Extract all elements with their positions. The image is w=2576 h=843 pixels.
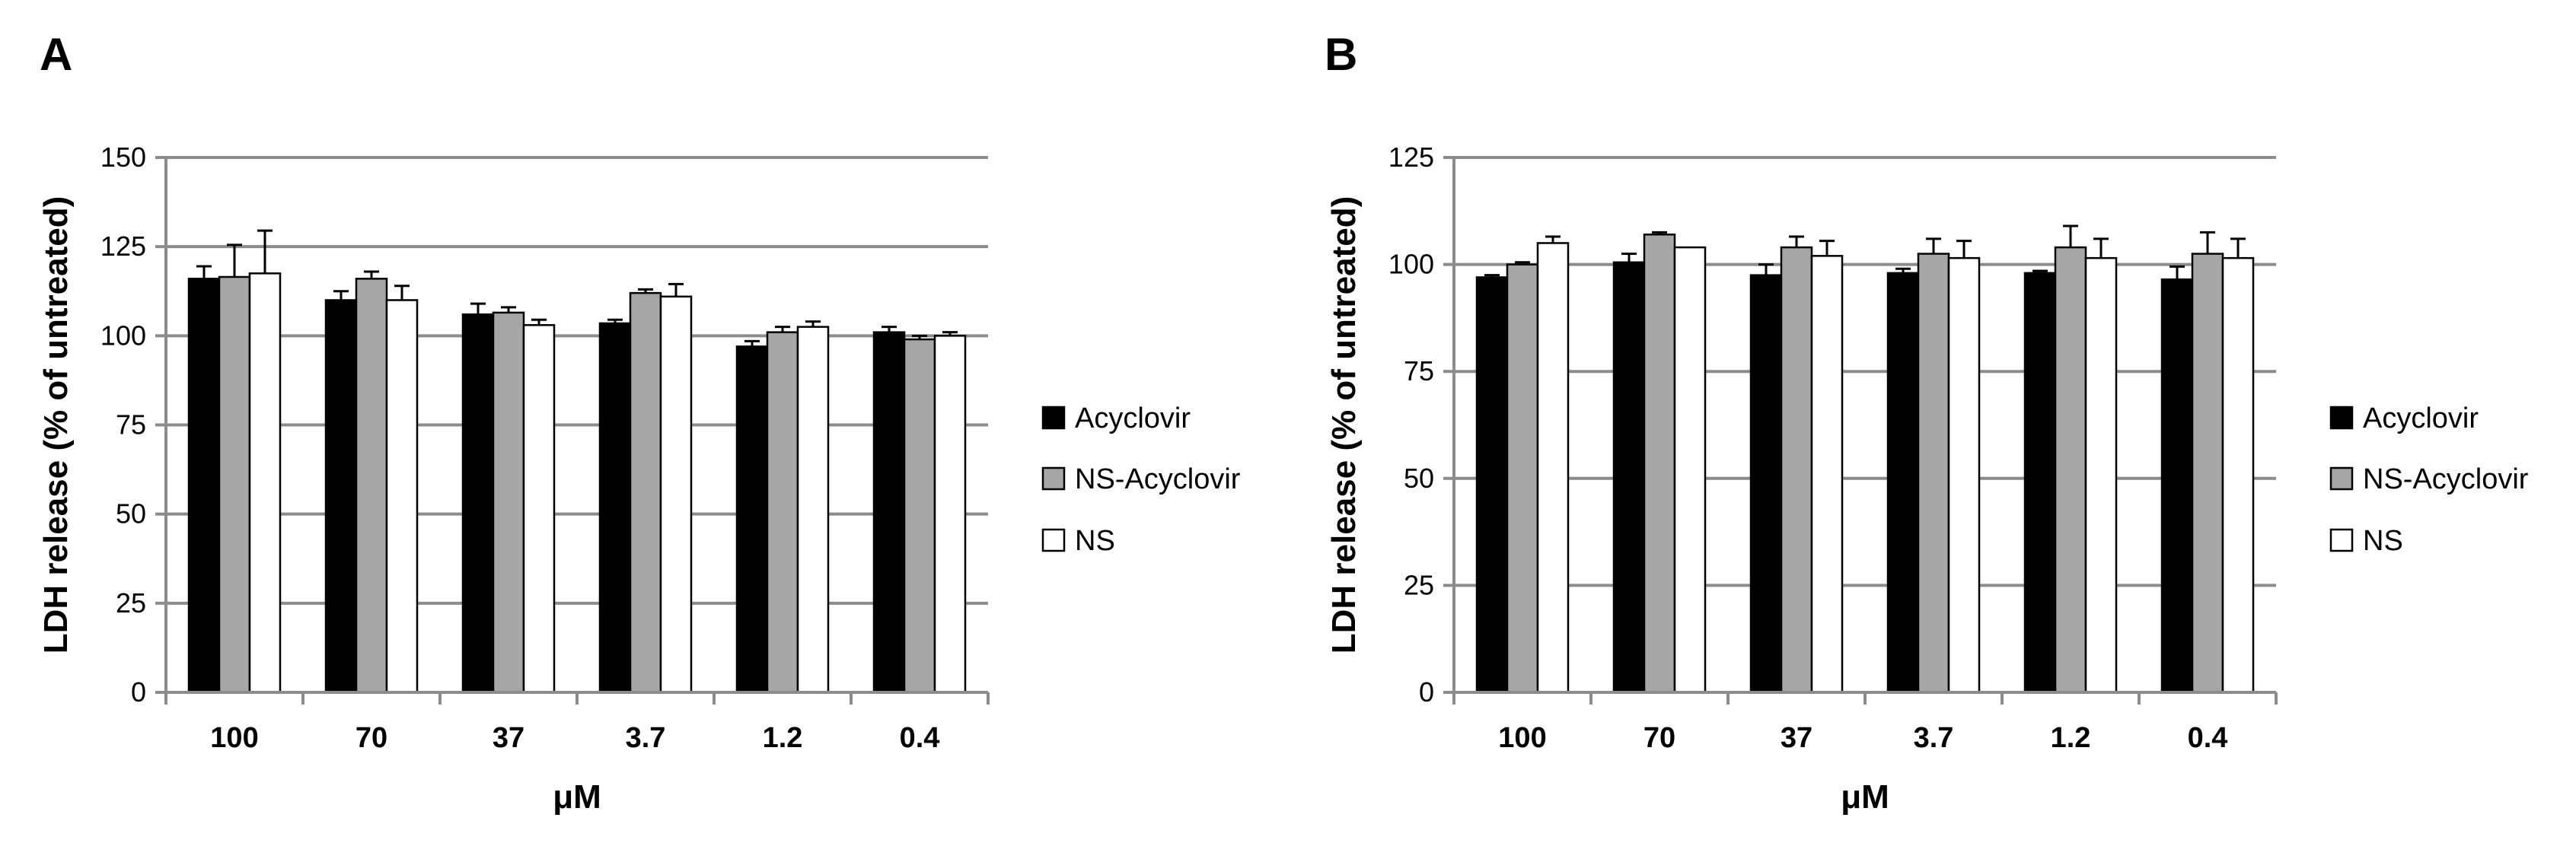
bar-ns-acyclovir-70 — [355, 278, 388, 694]
legend-label: Acyclovir — [1075, 402, 1191, 434]
legend-swatch-acyclovir — [2329, 406, 2354, 430]
x-tick-label: 3.7 — [1914, 722, 1954, 754]
bar-ns-acyclovir-37 — [1780, 246, 1813, 694]
x-tick-label: 100 — [1498, 722, 1546, 754]
panel-label: B — [1325, 29, 1357, 80]
x-tick-label: 70 — [1643, 722, 1675, 754]
bar-ns-acyclovir-100 — [1506, 263, 1539, 694]
bar-acyclovir-37 — [1749, 274, 1783, 694]
x-tick-label: 37 — [1781, 722, 1812, 754]
bar-ns-0-4 — [933, 335, 967, 694]
bar-ns-1-2 — [796, 326, 830, 694]
y-tick-label: 50 — [1404, 463, 1434, 494]
bar-acyclovir-3-7 — [598, 322, 632, 694]
bar-acyclovir-1-2 — [735, 345, 769, 694]
legend-swatch-ns-acyclovir — [2329, 466, 2354, 491]
bar-ns-acyclovir-3-7 — [1917, 253, 1950, 694]
panel-label: A — [40, 29, 72, 80]
bar-acyclovir-100 — [1475, 276, 1509, 694]
legend-swatch-acyclovir — [1041, 406, 1066, 430]
bar-acyclovir-70 — [1612, 261, 1646, 694]
bar-ns-100 — [1536, 242, 1570, 694]
bar-acyclovir-0-4 — [872, 331, 906, 694]
bar-ns-70 — [1673, 246, 1707, 694]
bar-ns-3-7 — [1947, 256, 1981, 694]
bar-ns-acyclovir-1-2 — [2054, 246, 2087, 694]
legend-label: NS-Acyclovir — [2363, 463, 2529, 495]
x-tick-label: 0.4 — [2188, 722, 2228, 754]
bar-acyclovir-1-2 — [2023, 272, 2057, 694]
chart-panel-b: B 0 25 50 75 100 125 100 70 37 3.7 1.2 0.4 μM LDH rele… — [1325, 29, 2529, 816]
bar-ns-3-7 — [659, 295, 693, 694]
x-tick-label: 0.4 — [900, 722, 940, 754]
bar-acyclovir-37 — [461, 313, 495, 694]
x-tick-label: 3.7 — [626, 722, 666, 754]
x-tick-label: 37 — [493, 722, 524, 754]
bar-acyclovir-100 — [187, 278, 221, 694]
bar-ns-acyclovir-3-7 — [629, 291, 662, 694]
bar-ns-acyclovir-0-4 — [2191, 253, 2224, 694]
x-axis-title: μM — [553, 778, 601, 816]
legend-label: NS — [1075, 525, 1115, 557]
x-tick-label: 1.2 — [763, 722, 803, 754]
bar-ns-1-2 — [2084, 256, 2118, 694]
y-tick-label: 75 — [116, 409, 146, 441]
y-tick-label: 0 — [1419, 676, 1434, 708]
y-tick-label: 125 — [100, 231, 146, 262]
y-tick-label: 100 — [1388, 249, 1434, 280]
y-tick-label: 150 — [100, 142, 146, 173]
y-tick-label: 25 — [1404, 569, 1434, 600]
bar-ns-100 — [248, 272, 282, 694]
y-tick-label: 50 — [116, 498, 146, 530]
bar-acyclovir-0-4 — [2160, 278, 2194, 694]
bar-acyclovir-3-7 — [1886, 272, 1920, 694]
chart-panel-a: A 0 25 50 75 100 125 150 100 70 37 3.7 1.2 0.4 μM LDH r… — [37, 29, 1241, 816]
x-axis-title: μM — [1841, 778, 1889, 816]
y-axis-title: LDH release (% of untreated) — [37, 196, 75, 654]
y-tick-label: 100 — [100, 320, 146, 351]
legend-swatch-ns — [2329, 528, 2354, 552]
bar-acyclovir-70 — [324, 299, 358, 694]
legend-label: Acyclovir — [2363, 402, 2479, 434]
bar-ns-37 — [522, 324, 556, 694]
x-tick-label: 1.2 — [2051, 722, 2091, 754]
legend-label: NS — [2363, 525, 2403, 557]
bar-ns-acyclovir-70 — [1643, 233, 1676, 694]
y-axis-title: LDH release (% of untreated) — [1325, 196, 1363, 654]
bar-ns-0-4 — [2221, 256, 2255, 694]
legend-label: NS-Acyclovir — [1075, 463, 1241, 495]
bar-ns-acyclovir-100 — [218, 275, 251, 694]
x-tick-label: 100 — [210, 722, 258, 754]
y-tick-label: 75 — [1404, 355, 1434, 387]
y-tick-label: 125 — [1388, 142, 1434, 173]
legend-swatch-ns-acyclovir — [1041, 466, 1066, 491]
legend-swatch-ns — [1041, 528, 1066, 552]
bar-ns-70 — [385, 299, 419, 694]
y-tick-label: 25 — [116, 587, 146, 619]
bar-ns-37 — [1810, 255, 1844, 694]
bar-ns-acyclovir-1-2 — [766, 331, 799, 694]
x-tick-label: 70 — [355, 722, 387, 754]
bar-ns-acyclovir-37 — [492, 311, 525, 694]
bar-ns-acyclovir-0-4 — [903, 338, 936, 694]
y-tick-label: 0 — [131, 676, 146, 708]
